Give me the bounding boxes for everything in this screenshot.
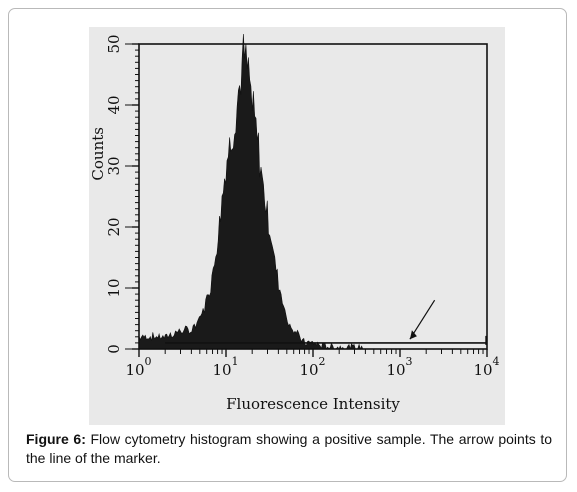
histogram-figure: 0 10 20 30 40 50 10 0 10 1 10 2 10 3 10 4 Fluorescence I…	[89, 27, 505, 425]
plot-frame	[138, 43, 488, 350]
x-tick-exponent: 3	[406, 355, 413, 368]
y-tick-label: 0	[105, 344, 123, 354]
y-tick-label: 20	[105, 217, 123, 236]
histogram-area	[138, 33, 366, 350]
x-axis-label: Fluorescence Intensity	[226, 395, 400, 413]
y-tick-label: 30	[105, 156, 123, 175]
x-tick-exponent: 0	[145, 355, 152, 368]
figure-caption-label: Figure 6:	[26, 431, 86, 447]
x-tick-exponent: 2	[319, 355, 326, 368]
x-tick-label: 10	[386, 361, 405, 379]
x-tick-exponent: 1	[232, 355, 239, 368]
y-axis-label: Counts	[89, 127, 107, 181]
y-tick-label: 50	[105, 34, 123, 53]
x-tick-exponent: 4	[493, 355, 500, 368]
y-tick-label: 10	[105, 278, 123, 297]
x-tick-label: 10	[473, 361, 492, 379]
figure-frame: 0 10 20 30 40 50 10 0 10 1 10 2 10 3 10 4 Fluorescence I…	[8, 8, 567, 482]
marker-arrow-head	[409, 330, 417, 340]
x-tick-label: 10	[125, 361, 144, 379]
y-tick-label: 40	[105, 95, 123, 114]
x-tick-label: 10	[212, 361, 231, 379]
figure-caption-text: Flow cytometry histogram showing a posit…	[26, 431, 553, 466]
figure-caption: Figure 6: Flow cytometry histogram showi…	[26, 430, 552, 468]
x-tick-label: 10	[299, 361, 318, 379]
marker-arrow-shaft	[409, 299, 436, 340]
